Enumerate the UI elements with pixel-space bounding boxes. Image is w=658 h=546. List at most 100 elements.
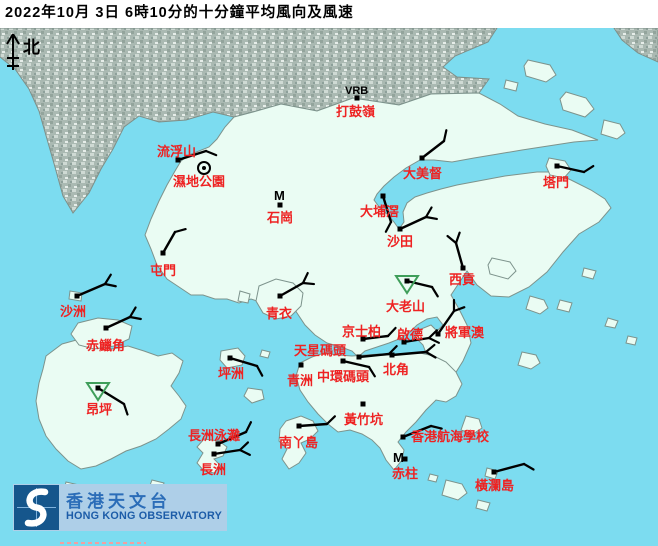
wind-barb-staff — [176, 149, 208, 162]
hk-landmass — [144, 92, 612, 394]
hk-landmass — [487, 257, 517, 280]
station-peng-chau: 坪洲 — [218, 355, 264, 381]
hk-landmass — [559, 91, 595, 118]
station-dot — [277, 202, 283, 208]
hk-landmass — [604, 317, 619, 329]
station-sai-kung: 西貢 — [446, 231, 475, 287]
station-label: 天星碼頭 — [294, 343, 347, 358]
hk-landmass — [427, 473, 439, 483]
hk-landmass — [237, 290, 251, 304]
station-label: 赤柱 — [392, 466, 418, 481]
station-lau-fau-shan: 流浮山 — [157, 144, 218, 163]
wind-barb-tick — [424, 215, 438, 221]
station-flag-m: M — [274, 188, 285, 203]
hk-landmass — [556, 299, 573, 313]
station-label: 西貢 — [449, 272, 475, 287]
hk-landmass — [243, 387, 265, 404]
station-kai-tak: 啟德 — [397, 327, 440, 345]
wind-barb-tick — [424, 206, 433, 219]
wind-barb-staff — [341, 359, 371, 369]
station-dot — [354, 95, 360, 101]
wind-barb-tick — [103, 282, 117, 288]
station-label: 大美督 — [403, 166, 442, 181]
wind-barb-staff — [390, 350, 428, 357]
station-label: 北角 — [383, 362, 409, 377]
station-dot — [298, 362, 304, 368]
wind-barb-tick — [367, 365, 376, 378]
station-lamma-island: 南丫島 — [279, 415, 337, 450]
wind-barb-tick — [424, 343, 436, 354]
wind-barb-tick — [446, 234, 458, 245]
hk-landmass — [503, 79, 519, 92]
wind-barb-tick — [128, 306, 137, 319]
wind-barb-tick — [173, 228, 187, 234]
station-central-pier: 中環碼頭 — [317, 358, 376, 384]
station-tsing-yi: 青衣 — [266, 271, 316, 321]
station-label: 昂坪 — [86, 402, 112, 417]
wind-barb-tick — [429, 424, 443, 430]
station-label: 中環碼頭 — [317, 369, 370, 384]
station-label: 大埔滘 — [360, 204, 399, 219]
hk-landmass — [581, 267, 597, 280]
triangle-marker-icon — [85, 382, 111, 402]
station-label: 黃竹坑 — [343, 412, 383, 427]
station-label: 將軍澳 — [445, 325, 485, 340]
station-dot — [554, 163, 560, 169]
wind-barb-staff — [104, 315, 132, 330]
station-north-point: 北角 — [383, 343, 437, 377]
station-label: 沙洲 — [60, 304, 86, 319]
station-dot — [360, 401, 366, 407]
station-dot — [95, 385, 101, 391]
wind-barb-tick — [427, 336, 440, 344]
station-waglan-island: 橫瀾島 — [475, 462, 535, 493]
wind-barb-staff — [401, 424, 433, 439]
station-label: 青衣 — [266, 306, 292, 321]
hko-logo-banner: 香港天文台 HONG KONG OBSERVATORY — [13, 484, 227, 531]
station-dot — [296, 423, 302, 429]
hko-logo-text: 香港天文台 HONG KONG OBSERVATORY — [59, 493, 222, 522]
hk-landmass — [523, 59, 557, 83]
station-tai-mei-tuk: 大美督 — [403, 129, 448, 181]
wind-barb-tick — [301, 271, 309, 285]
wind-barb-staff — [405, 279, 434, 289]
station-label: 大老山 — [386, 299, 425, 314]
wind-barb-tick — [325, 415, 337, 426]
hk-landmass — [525, 295, 549, 315]
station-dot — [227, 355, 233, 361]
station-sha-tin: 沙田 — [387, 206, 438, 249]
station-hk-sea-school: 香港航海學校 — [400, 424, 490, 444]
wind-barb-staff — [555, 164, 586, 174]
wind-barb-tick — [244, 421, 253, 434]
station-chek-lap-kok: 赤鱲角 — [86, 306, 142, 353]
station-tuen-mun: 屯門 — [150, 228, 187, 278]
station-label: 青洲 — [287, 373, 313, 388]
hk-landmass — [460, 415, 483, 435]
hk-landmass — [70, 317, 133, 350]
station-tai-po-kau: 大埔滘 — [360, 193, 399, 233]
station-label: 流浮山 — [157, 144, 196, 159]
station-label: 橫瀾島 — [475, 478, 514, 493]
station-label: 長洲 — [200, 462, 226, 477]
station-dot — [402, 456, 408, 462]
north-arrow — [6, 33, 20, 70]
hko-logo-mark — [14, 485, 59, 530]
station-tates-cairn: 大老山 — [386, 275, 439, 314]
station-dot — [404, 278, 410, 284]
station-ta-kwu-ling: VRB 打鼓嶺 — [336, 85, 375, 119]
station-dot — [340, 358, 346, 364]
station-dot — [277, 293, 283, 299]
station-dot — [215, 441, 221, 447]
hko-swirl-icon — [14, 485, 59, 530]
wind-barb-tick — [582, 164, 595, 174]
station-shek-kong: M 石崗 — [266, 188, 293, 225]
wind-barb-tick — [452, 306, 466, 313]
station-label: 長洲泳灘 — [188, 428, 240, 443]
china-landmass — [0, 27, 498, 214]
wind-barb-tick — [424, 350, 437, 359]
station-label: 打鼓嶺 — [336, 104, 375, 119]
station-dot — [74, 293, 80, 299]
station-dot — [160, 250, 166, 256]
map-title: 2022年10月 3日 6時10分的十分鐘平均風向及風速 — [0, 0, 658, 28]
triangle-marker-icon — [394, 275, 420, 295]
